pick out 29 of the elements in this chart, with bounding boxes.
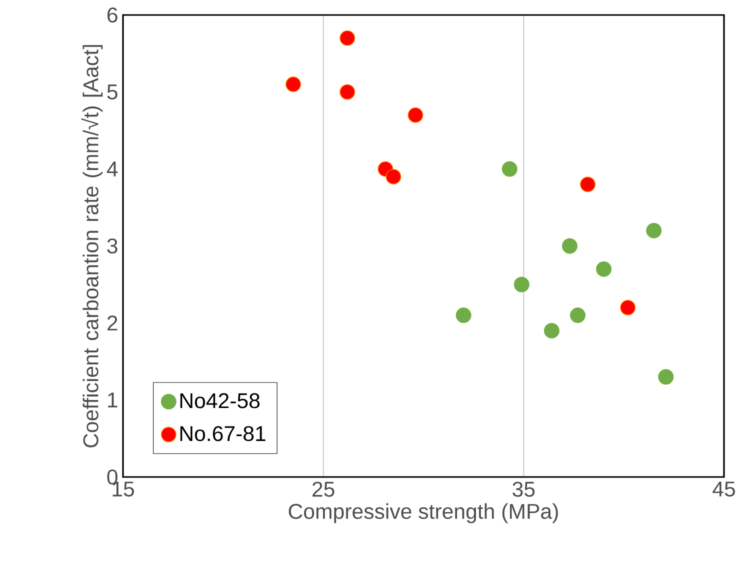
point xyxy=(408,107,424,123)
point xyxy=(658,369,674,385)
point xyxy=(286,76,302,92)
y-tick-label: 1 xyxy=(108,392,118,408)
y-tick-label: 3 xyxy=(107,238,118,254)
x-tick-label: 25 xyxy=(312,482,334,497)
point xyxy=(580,176,596,192)
point xyxy=(562,238,578,254)
point xyxy=(514,276,530,292)
y-tick-label: 5 xyxy=(107,84,118,100)
legend-label: No42-58 xyxy=(180,393,260,408)
point xyxy=(502,161,518,177)
point xyxy=(340,84,356,100)
y-tick-label: 4 xyxy=(106,162,118,176)
point xyxy=(646,222,662,238)
y-axis-title: Coefficient carboantion rate (mm/√t) [Aact] xyxy=(81,45,103,448)
point xyxy=(596,261,612,277)
y-tick-label: 2 xyxy=(107,316,118,330)
legend-label: No.67-81 xyxy=(180,426,266,442)
point xyxy=(340,30,356,46)
point xyxy=(570,308,586,324)
point xyxy=(620,300,636,316)
x-tick-label: 35 xyxy=(512,482,535,497)
point xyxy=(386,168,402,184)
y-tick-label: 6 xyxy=(108,7,118,23)
x-tick-label: 45 xyxy=(712,482,735,497)
point xyxy=(544,322,560,338)
x-axis-title: Compressive strength (MPa) xyxy=(288,503,558,524)
point xyxy=(456,308,472,324)
